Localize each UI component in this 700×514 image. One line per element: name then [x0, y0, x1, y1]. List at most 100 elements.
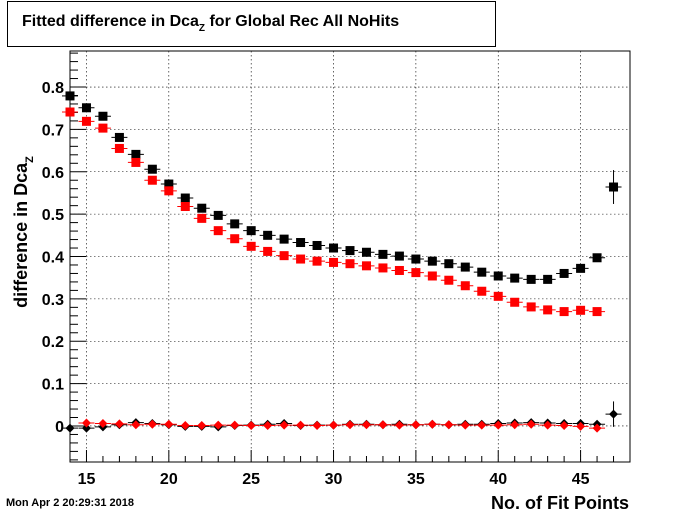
data-point	[477, 267, 487, 277]
data-point	[230, 219, 240, 229]
data-point	[213, 226, 223, 236]
data-point	[559, 307, 569, 317]
data-point	[98, 123, 108, 133]
series-0	[62, 91, 622, 284]
data-point	[361, 420, 371, 430]
data-point	[427, 271, 437, 281]
data-point	[361, 247, 371, 257]
y-tick-label: 0.7	[42, 122, 64, 139]
x-tick-label: 25	[242, 471, 260, 488]
chart-title: Fitted difference in DcaZ for Global Rec…	[22, 13, 399, 34]
data-point	[345, 420, 355, 430]
data-points	[62, 91, 622, 433]
x-tick-label: 20	[160, 471, 178, 488]
data-point	[147, 164, 157, 174]
data-point	[329, 420, 339, 430]
data-point	[312, 421, 322, 431]
data-point	[81, 103, 91, 113]
data-point	[576, 305, 586, 315]
y-axis-title-main: difference in Dca	[11, 162, 31, 308]
series-3	[78, 418, 606, 433]
y-tick-label: 0.4	[42, 250, 64, 267]
data-point	[213, 420, 223, 430]
data-point	[394, 420, 404, 430]
data-point	[197, 203, 207, 213]
data-point	[444, 275, 454, 285]
data-point	[131, 157, 141, 167]
data-point	[444, 420, 454, 430]
series-1	[62, 107, 606, 317]
x-axis-title: No. of Fit Points	[491, 493, 629, 513]
y-axis-title-subscript: Z	[24, 156, 36, 163]
data-point	[543, 420, 553, 430]
x-tick-label: 45	[572, 471, 590, 488]
data-point	[510, 297, 520, 307]
chart-title-subscript: Z	[198, 23, 206, 34]
data-point	[477, 286, 487, 296]
x-tick-label: 15	[78, 471, 96, 488]
data-point	[180, 202, 190, 212]
y-tick-label: 0.2	[42, 334, 64, 351]
data-point	[246, 241, 256, 251]
data-point	[180, 193, 190, 203]
data-point	[592, 307, 602, 317]
data-point	[345, 246, 355, 256]
data-point	[147, 175, 157, 185]
data-point	[576, 263, 586, 273]
data-point	[180, 421, 190, 431]
data-point	[246, 226, 256, 236]
data-point	[378, 249, 388, 259]
data-point	[329, 243, 339, 253]
chart-title-rest: for Global Rec All NoHits	[205, 13, 400, 30]
data-point	[81, 418, 91, 428]
timestamp: Mon Apr 2 20:29:31 2018	[6, 497, 134, 509]
data-point	[114, 132, 124, 142]
data-point	[213, 210, 223, 220]
y-tick-label: 0.5	[42, 207, 64, 224]
data-point	[246, 421, 256, 431]
data-point	[114, 143, 124, 153]
y-axis-title: difference in DcaZ	[11, 156, 36, 308]
data-point	[263, 246, 273, 256]
data-point	[329, 257, 339, 267]
chart-title-box: Fitted difference in DcaZ for Global Rec…	[7, 1, 496, 47]
data-point	[427, 256, 437, 266]
data-point	[263, 230, 273, 240]
data-point	[378, 263, 388, 273]
data-point	[114, 419, 124, 429]
data-point	[164, 419, 174, 429]
data-point	[592, 423, 602, 433]
data-point	[164, 179, 174, 189]
data-point	[493, 291, 503, 301]
data-point	[526, 302, 536, 312]
data-point	[411, 254, 421, 264]
data-point	[510, 273, 520, 283]
data-point	[477, 420, 487, 430]
data-point	[609, 409, 619, 419]
data-point	[460, 420, 470, 430]
data-point	[378, 420, 388, 430]
data-point	[609, 182, 619, 192]
data-point	[345, 259, 355, 269]
data-point	[147, 419, 157, 429]
y-tick-label: 0.6	[42, 165, 64, 182]
data-point	[197, 213, 207, 223]
data-point	[576, 421, 586, 431]
data-point	[296, 238, 306, 248]
data-point	[493, 271, 503, 281]
data-point	[559, 421, 569, 431]
data-point	[559, 268, 569, 278]
data-point	[411, 420, 421, 430]
data-point	[279, 420, 289, 430]
data-point	[279, 234, 289, 244]
data-point	[411, 268, 421, 278]
y-tick-label: 0.3	[42, 292, 64, 309]
data-point	[65, 107, 75, 117]
y-tick-label: 0.8	[42, 80, 64, 97]
data-point	[312, 256, 322, 266]
data-point	[131, 149, 141, 159]
data-point	[592, 253, 602, 263]
data-point	[394, 251, 404, 261]
grid-lines	[70, 51, 630, 462]
